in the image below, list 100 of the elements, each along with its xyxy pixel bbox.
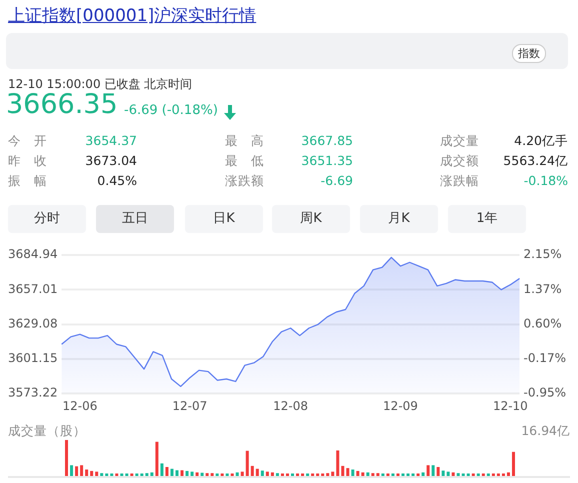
y-tick-label: 3601.15 bbox=[8, 351, 58, 366]
bar bbox=[210, 473, 214, 476]
bar bbox=[336, 450, 340, 476]
bar bbox=[416, 473, 420, 476]
bar bbox=[371, 473, 374, 476]
bar bbox=[80, 465, 84, 476]
bar bbox=[160, 463, 164, 476]
bar bbox=[276, 473, 279, 476]
y2-tick-label: 2.15% bbox=[524, 247, 562, 262]
text: 周K bbox=[272, 205, 350, 233]
bar bbox=[175, 470, 179, 476]
bar bbox=[100, 473, 104, 476]
bar bbox=[266, 472, 269, 476]
text: 3651.35 bbox=[301, 153, 353, 168]
bar bbox=[200, 472, 204, 476]
bar bbox=[401, 473, 405, 476]
text: 昨 收 bbox=[8, 153, 47, 170]
text: 成交额 bbox=[440, 153, 479, 170]
text: 1年 bbox=[448, 205, 526, 233]
bar bbox=[296, 473, 300, 476]
bar bbox=[120, 473, 124, 476]
bar bbox=[456, 473, 460, 476]
bar bbox=[426, 465, 430, 476]
bar bbox=[326, 473, 330, 476]
y-tick-label: 3657.01 bbox=[8, 282, 58, 296]
bar bbox=[422, 472, 425, 476]
bar bbox=[180, 470, 184, 476]
text: 4.20亿手 bbox=[514, 133, 568, 150]
bar bbox=[226, 473, 229, 476]
text: 分时 bbox=[8, 205, 86, 233]
bar bbox=[361, 472, 364, 476]
y-tick-label: 3684.94 bbox=[8, 247, 58, 262]
y2-tick-label: -0.95% bbox=[524, 386, 566, 400]
bar bbox=[301, 473, 304, 476]
bar bbox=[186, 470, 189, 476]
text: -6.69 (-0.18%) bbox=[124, 103, 218, 118]
bar bbox=[95, 472, 98, 476]
y2-tick-label: 0.60% bbox=[524, 316, 562, 330]
bar bbox=[246, 450, 249, 476]
y-tick-label: 3573.22 bbox=[8, 386, 58, 400]
text: 今 开 bbox=[8, 133, 47, 150]
bar bbox=[125, 473, 128, 476]
bar bbox=[381, 473, 384, 476]
bar bbox=[306, 473, 310, 476]
bar bbox=[236, 472, 239, 476]
bar bbox=[432, 465, 435, 476]
text: 最 高 bbox=[225, 133, 264, 150]
bar bbox=[145, 473, 148, 476]
bar bbox=[331, 472, 334, 476]
text: 涨跌额 bbox=[225, 173, 264, 190]
bar bbox=[280, 473, 284, 476]
bar bbox=[436, 467, 440, 476]
bar bbox=[220, 473, 224, 476]
bar bbox=[346, 468, 350, 476]
x-tick-label: 12-06 bbox=[62, 398, 98, 413]
bar bbox=[391, 473, 394, 476]
text: 最 低 bbox=[225, 153, 264, 170]
bar bbox=[256, 468, 259, 476]
bar bbox=[230, 473, 234, 476]
bar bbox=[442, 470, 445, 476]
bar bbox=[286, 473, 289, 476]
bar bbox=[446, 472, 450, 476]
text: 3673.04 bbox=[85, 153, 137, 168]
bar bbox=[466, 473, 470, 476]
bar bbox=[412, 473, 415, 476]
bar bbox=[462, 473, 465, 476]
text: 日K bbox=[185, 205, 263, 233]
bar bbox=[115, 473, 118, 476]
bar bbox=[396, 473, 400, 476]
bar bbox=[291, 473, 294, 476]
x-tick-label: 12-07 bbox=[172, 398, 208, 413]
bar bbox=[260, 470, 264, 476]
bar bbox=[170, 468, 174, 476]
bar bbox=[512, 452, 515, 476]
bar bbox=[165, 467, 168, 476]
bar bbox=[216, 473, 219, 476]
bar bbox=[341, 466, 344, 476]
bar bbox=[386, 473, 390, 476]
y2-tick-label: -0.17% bbox=[524, 350, 566, 365]
bar bbox=[356, 470, 360, 476]
y2-tick-label: 1.37% bbox=[524, 282, 562, 296]
bar bbox=[351, 470, 354, 476]
text: -6.69 bbox=[320, 173, 353, 188]
bar bbox=[85, 470, 88, 476]
bar bbox=[476, 473, 480, 476]
y-tick-label: 3629.08 bbox=[8, 316, 58, 330]
text: 振 幅 bbox=[8, 173, 47, 190]
chart-title: 成交量（股） bbox=[8, 423, 86, 440]
bar bbox=[75, 466, 78, 476]
bar bbox=[150, 472, 154, 476]
text: 3667.85 bbox=[301, 133, 353, 148]
bar bbox=[110, 473, 114, 476]
bar bbox=[90, 470, 94, 476]
bar bbox=[70, 465, 74, 476]
bar bbox=[206, 473, 209, 476]
x-tick-label: 12-09 bbox=[383, 398, 418, 413]
text: 3654.37 bbox=[85, 133, 137, 148]
bar bbox=[190, 472, 194, 476]
text: 16.94亿 bbox=[521, 423, 570, 440]
bar bbox=[492, 473, 495, 476]
